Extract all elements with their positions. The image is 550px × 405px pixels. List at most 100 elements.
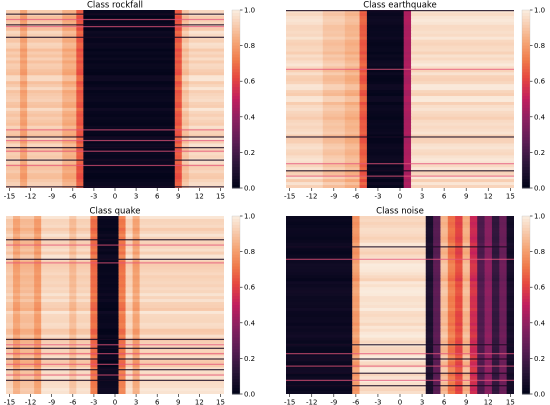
heatmap-cell (97, 331, 119, 336)
heatmap-cell (469, 370, 478, 374)
heatmap-cell (34, 290, 42, 294)
heatmap-cell (344, 90, 360, 94)
heatmap-cell (411, 75, 514, 79)
heatmap-cell (447, 242, 456, 247)
heatmap-cell (359, 182, 368, 186)
heatmap-cell (97, 233, 119, 238)
heatmap-cell (462, 349, 471, 353)
heatmap-cell (125, 385, 133, 389)
heatmap-cell (469, 328, 478, 333)
heatmap-cell (20, 104, 28, 109)
heatmap-cell (34, 319, 42, 324)
heatmap-cell (286, 69, 324, 73)
heatmap-cell (286, 176, 324, 180)
heatmap-cell (322, 158, 346, 162)
heatmap-cell (6, 21, 21, 26)
heatmap-cell (6, 242, 14, 247)
heatmap-cell (491, 370, 500, 374)
heatmap-cell (20, 110, 28, 115)
heatmap-cell (286, 248, 353, 252)
colorbar-segment (522, 358, 530, 362)
heatmap-cell (366, 51, 405, 55)
heatmap-cell (469, 305, 478, 309)
heatmap-cell (97, 218, 119, 223)
heatmap-cell (34, 349, 42, 353)
colorbar-segment (522, 287, 530, 291)
heatmap-cell (76, 176, 84, 180)
colorbar-segment (522, 337, 530, 342)
heatmap-cell (352, 358, 360, 362)
heatmap-cell (322, 81, 346, 85)
heatmap-cell (425, 221, 434, 226)
heatmap-cell (90, 230, 98, 235)
heatmap-cell (41, 221, 70, 226)
heatmap-cell (13, 248, 21, 252)
heatmap-cell (125, 358, 133, 362)
heatmap-cell (41, 254, 70, 258)
heatmap-cell (462, 307, 471, 312)
heatmap-cell (469, 230, 478, 235)
x-tick-label: -3 (90, 399, 97, 405)
heatmap-cell (286, 72, 324, 76)
colorbar-segment (232, 60, 240, 64)
heatmap-cell (20, 242, 35, 247)
heatmap-cell (359, 155, 368, 159)
heatmap-cell (90, 367, 98, 371)
heatmap-cell (286, 278, 353, 282)
heatmap-cell (359, 305, 427, 309)
heatmap-cell (188, 45, 224, 49)
heatmap-cell (425, 385, 434, 389)
heatmap-cell (447, 236, 456, 241)
heatmap-cell (90, 236, 98, 241)
heatmap-cell (322, 90, 346, 94)
heatmap-cell (484, 287, 493, 291)
heatmap-cell (484, 307, 493, 312)
heatmap-cell (20, 87, 28, 91)
heatmap-cell (118, 293, 126, 297)
heatmap-cell (97, 325, 119, 330)
heatmap-cell (174, 96, 183, 100)
heatmap-cell (90, 316, 98, 321)
heatmap-cell (139, 239, 224, 244)
colorbar-segment (232, 322, 240, 327)
heatmap-cell (20, 260, 35, 264)
heatmap-cell (469, 346, 478, 350)
colorbar-segment (232, 57, 240, 61)
heatmap-cell (286, 140, 324, 144)
heatmap-cell (83, 176, 176, 180)
heatmap-cell (125, 331, 133, 336)
heatmap-cell (69, 382, 77, 386)
heatmap-cell (447, 221, 456, 226)
heatmap-cell (425, 239, 434, 244)
heatmap-cell (352, 227, 360, 232)
heatmap-cell (286, 239, 353, 244)
heatmap-cell (41, 218, 70, 223)
heatmap-cell (411, 30, 514, 35)
heatmap-cell (27, 60, 63, 64)
heatmap-cell (440, 328, 449, 333)
heatmap-cell (440, 239, 449, 244)
heatmap-cell (469, 355, 478, 359)
heatmap-cell (411, 134, 514, 138)
heatmap-cell (69, 251, 77, 255)
colorbar-segment (522, 149, 530, 153)
heatmap-cell (132, 260, 141, 264)
heatmap-cell (97, 364, 119, 368)
heatmap-cell (125, 260, 133, 264)
heatmap-cell (6, 63, 21, 67)
heatmap-cell (76, 218, 91, 223)
heatmap-cell (499, 251, 508, 255)
heatmap-cell (499, 355, 508, 359)
heatmap-cell (83, 170, 176, 174)
colorbar-segment (522, 305, 530, 309)
heatmap-cell (125, 272, 133, 276)
heatmap-cell (132, 221, 141, 226)
heatmap-cell (506, 218, 514, 223)
heatmap-cell (352, 281, 360, 285)
heatmap-cell (41, 310, 70, 315)
heatmap-cell (83, 107, 176, 112)
heatmap-cell (462, 382, 471, 386)
heatmap-cell (76, 96, 84, 100)
heatmap-cell (447, 260, 456, 264)
heatmap-cell (352, 367, 360, 371)
